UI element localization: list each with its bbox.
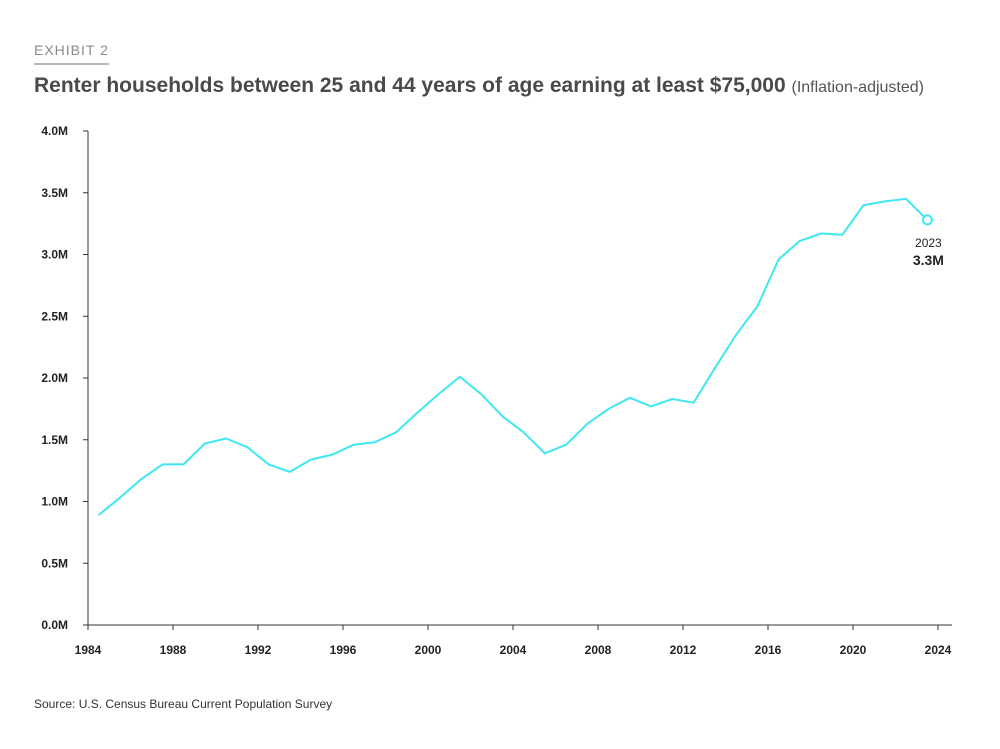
chart-subtitle: (Inflation-adjusted) xyxy=(791,79,924,96)
annotation-value: 3.3M xyxy=(913,252,944,268)
y-tick-label: 3.5M xyxy=(41,186,68,200)
x-tick-label: 2016 xyxy=(755,643,782,657)
x-tick-label: 2020 xyxy=(840,643,867,657)
y-tick-label: 4.0M xyxy=(41,124,68,138)
chart-axes xyxy=(87,131,952,626)
x-tick-label: 1996 xyxy=(330,643,357,657)
x-tick-label: 1992 xyxy=(245,643,272,657)
annotation-year: 2023 xyxy=(915,236,942,250)
x-tick-label: 1984 xyxy=(75,643,102,657)
endpoint-marker xyxy=(921,214,933,226)
x-tick-label: 2012 xyxy=(670,643,697,657)
chart-title-main: Renter households between 25 and 44 year… xyxy=(34,74,786,97)
y-tick-label: 3.0M xyxy=(41,248,68,262)
chart-annotation: 2023 3.3M xyxy=(913,214,944,268)
chart-title: Renter households between 25 and 44 year… xyxy=(34,74,924,98)
chart-series xyxy=(97,197,929,516)
x-tick-label: 2000 xyxy=(415,643,442,657)
y-tick-label: 0.5M xyxy=(41,556,68,570)
x-tick-label: 2004 xyxy=(500,643,527,657)
y-tick-label: 2.5M xyxy=(41,309,68,323)
y-tick-label: 2.0M xyxy=(41,371,68,385)
y-tick-label: 0.0M xyxy=(41,618,68,632)
y-tick-label: 1.5M xyxy=(41,433,68,447)
x-tick-label: 2008 xyxy=(585,643,612,657)
axis-ticks: 0.0M 0.5M 1.0M 1.5M 2.0M 2.5M 3.0M 3.5M 4.0M 1984… xyxy=(41,124,951,657)
x-tick-label: 2024 xyxy=(925,643,952,657)
x-tick-label: 1988 xyxy=(160,643,187,657)
y-tick-label: 1.0M xyxy=(41,495,68,509)
series-line xyxy=(97,197,929,516)
exhibit-label: EXHIBIT 2 xyxy=(34,42,109,65)
source-note: Source: U.S. Census Bureau Current Popul… xyxy=(34,697,333,711)
